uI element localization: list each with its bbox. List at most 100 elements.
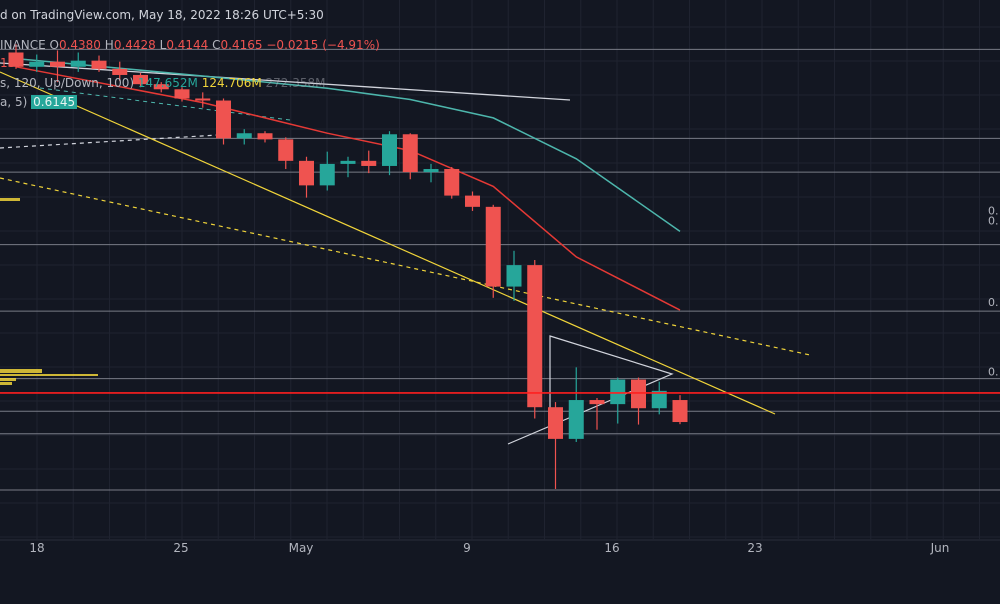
candle-body: [465, 195, 480, 207]
time-axis-labels: 18 25 May 9 16 23 Jun: [29, 541, 949, 555]
candle: [8, 44, 24, 69]
candle: [195, 92, 211, 108]
candle-body: [50, 61, 65, 67]
volume-up: 147.652M: [137, 76, 198, 90]
candle: [257, 131, 273, 143]
teal-dashed-line: [39, 87, 291, 121]
volume-profile: [0, 198, 98, 385]
candle-body: [568, 400, 584, 439]
volume-profile-bar: [0, 198, 20, 201]
candle-body: [257, 133, 273, 140]
open-value: 0.4380: [58, 38, 101, 52]
candle: [485, 204, 501, 298]
candle: [672, 395, 688, 425]
candle: [112, 61, 128, 82]
candle-body: [216, 100, 231, 139]
triangle-pattern: [507, 335, 674, 445]
candle: [506, 250, 522, 301]
candle-body: [506, 265, 522, 287]
candle: [361, 150, 377, 174]
volume-profile-bar: [0, 378, 16, 381]
candle-body: [610, 379, 626, 405]
yellow-trendline: [0, 71, 776, 415]
candle-body: [299, 160, 314, 186]
ma-params: a, 5): [0, 95, 28, 109]
candle-body: [527, 265, 543, 408]
candle-body: [174, 89, 190, 99]
volume-profile-bar: [0, 369, 42, 373]
candle: [50, 50, 65, 83]
candle-body: [589, 400, 605, 405]
candle: [133, 72, 148, 88]
open-label: O: [49, 38, 59, 52]
candle-body: [153, 84, 169, 90]
candle: [278, 137, 294, 170]
candle-body: [631, 379, 646, 409]
volume-profile-bar: [0, 382, 12, 385]
candle: [651, 381, 667, 415]
candle-body: [195, 98, 211, 101]
moving-average-line: [15, 57, 681, 233]
candle: [444, 166, 460, 199]
candle-body: [70, 60, 86, 67]
indicator-legend-value: 187: [0, 56, 23, 70]
price-axis-label: 0.: [988, 366, 999, 379]
candle-body: [402, 134, 418, 173]
time-axis-tick: May: [289, 541, 314, 555]
ohlc-legend: INANCE O0.4380 H0.4428 L0.4144 C0.4165 −…: [0, 38, 380, 52]
candle: [236, 129, 252, 145]
price-axis-label: 0.: [988, 214, 999, 227]
time-axis-background: [0, 540, 1000, 600]
candle: [465, 191, 480, 211]
time-axis-tick: 25: [173, 541, 188, 555]
trend-drawings: [0, 62, 811, 445]
white-trendline: [0, 62, 571, 101]
candle: [340, 156, 356, 178]
time-axis-tick: 18: [29, 541, 44, 555]
candle-body: [236, 133, 252, 139]
ma-value: 0.6145: [31, 95, 78, 109]
candle: [70, 52, 86, 72]
volume-legend: s, 120, Up/Down, 100) 147.652M 124.706M …: [0, 76, 326, 90]
yellow-dashed-line: [0, 177, 811, 356]
candle: [29, 54, 45, 72]
candle: [174, 87, 190, 102]
candles: [8, 44, 688, 489]
candle-body: [133, 74, 148, 85]
volume-total: 272.358M: [265, 76, 326, 90]
candle-body: [29, 61, 45, 67]
change-value: −0.0215 (−4.91%): [266, 38, 380, 52]
high-label: H: [104, 38, 114, 52]
price-axis-label: 0.: [988, 296, 999, 309]
candle-body: [340, 160, 356, 164]
candle: [589, 398, 605, 430]
symbol-label: INANCE: [0, 38, 46, 52]
candle: [423, 163, 439, 183]
close-label: C: [212, 38, 221, 52]
candle-body: [112, 68, 128, 75]
time-axis-tick: 9: [463, 541, 471, 555]
candle: [402, 133, 418, 180]
volume-down: 124.706M: [201, 76, 262, 90]
candle-body: [91, 60, 107, 69]
candle: [610, 377, 626, 424]
chart-header: d on TradingView.com, May 18, 2022 18:26…: [0, 8, 324, 22]
low-label: L: [159, 38, 167, 52]
candle: [631, 377, 646, 425]
candle-body: [361, 160, 377, 166]
candle-body: [444, 169, 460, 196]
ma-legend: a, 5) 0.6145: [0, 95, 78, 109]
candle-body: [382, 134, 397, 166]
candle: [153, 82, 169, 93]
time-axis-tick: 16: [604, 541, 619, 555]
candle-body: [672, 400, 688, 423]
candle-body: [319, 163, 335, 186]
candle: [527, 260, 543, 419]
close-value: 0.4165: [220, 38, 263, 52]
high-value: 0.4428: [113, 38, 156, 52]
candle: [382, 131, 397, 176]
candle: [548, 402, 563, 489]
candle-body: [8, 52, 24, 67]
